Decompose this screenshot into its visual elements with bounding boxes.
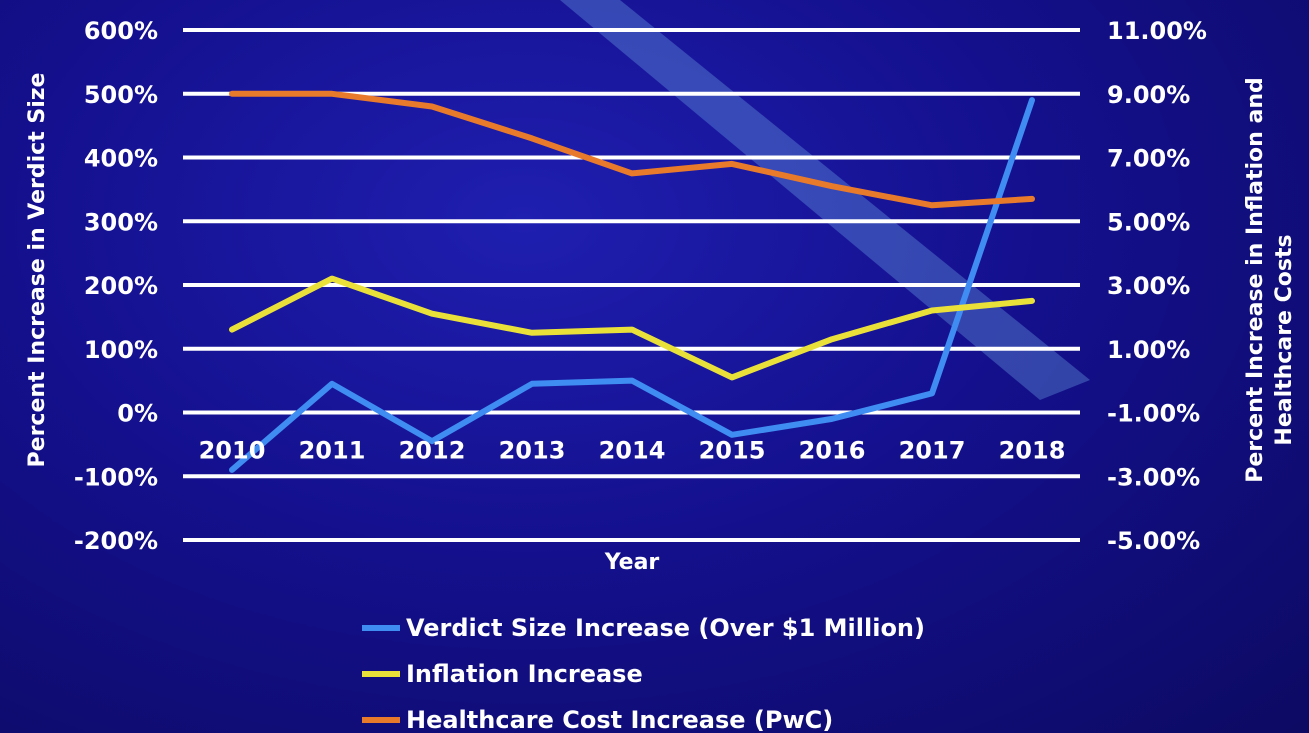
left-tick-label: 200% [84,272,158,300]
x-tick-label: 2010 [199,437,266,465]
left-tick-label: 500% [84,81,158,109]
right-tick-label: 9.00% [1107,81,1190,109]
left-tick-label: 600% [84,17,158,45]
left-tick-label: 100% [84,336,158,364]
right-tick-label: 5.00% [1107,208,1190,236]
series-lines [229,90,1035,473]
right-axis-title-line-2: Healthcare Costs [1272,234,1297,445]
right-axis-ticks: 11.00% 9.00% 7.00% 5.00% 3.00% 1.00% -1.00% -3.… [1107,17,1207,555]
x-axis-ticks: 2010 2011 2012 2013 2014 2015 2016 2017 2018 [199,437,1066,465]
legend-label: Inflation Increase [406,660,643,688]
x-tick-label: 2018 [999,437,1066,465]
series-line [229,275,1035,381]
series-line [229,97,1035,473]
x-tick-label: 2015 [699,437,766,465]
left-tick-label: -200% [74,527,158,555]
series-line [229,90,1035,209]
left-axis-title: Percent Increase in Verdict Size [25,73,50,468]
left-axis-ticks: 600% 500% 400% 300% 200% 100% 0% -100% -200% [74,17,158,555]
right-tick-label: 11.00% [1107,17,1207,45]
x-tick-label: 2012 [399,437,466,465]
x-tick-label: 2017 [899,437,966,465]
left-tick-label: 300% [84,208,158,236]
legend: Verdict Size Increase (Over $1 Million) I… [362,614,925,733]
x-axis-title: Year [604,550,660,575]
x-tick-label: 2013 [499,437,566,465]
x-tick-label: 2016 [799,437,866,465]
right-tick-label: 7.00% [1107,145,1190,173]
right-tick-label: -1.00% [1107,400,1200,428]
legend-label: Healthcare Cost Increase (PwC) [406,706,833,733]
right-tick-label: -5.00% [1107,527,1200,555]
x-tick-label: 2014 [599,437,666,465]
right-tick-label: -3.00% [1107,463,1200,491]
right-tick-label: 1.00% [1107,336,1190,364]
left-tick-label: 400% [84,145,158,173]
left-tick-label: -100% [74,463,158,491]
left-tick-label: 0% [117,400,158,428]
legend-label: Verdict Size Increase (Over $1 Million) [406,614,925,642]
right-axis-title-line-1: Percent Increase in Inflation and [1243,77,1268,483]
x-tick-label: 2011 [299,437,366,465]
chart-background [560,0,1090,400]
background-sheen [560,0,1090,400]
right-tick-label: 3.00% [1107,272,1190,300]
